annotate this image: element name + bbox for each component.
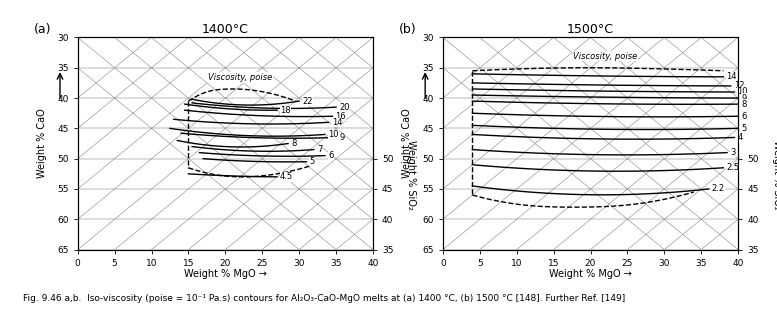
Text: 14: 14: [726, 72, 737, 81]
Text: Viscosity, poise: Viscosity, poise: [573, 52, 637, 61]
Text: 8: 8: [291, 139, 296, 148]
Text: Weight % CaO: Weight % CaO: [37, 109, 47, 178]
Text: 16: 16: [336, 112, 346, 121]
Text: 6: 6: [741, 112, 747, 121]
Text: 4: 4: [737, 133, 743, 142]
Text: 7: 7: [317, 145, 322, 154]
Text: Weight % CaO: Weight % CaO: [402, 109, 413, 178]
Text: 22: 22: [302, 97, 312, 105]
X-axis label: Weight % MgO →: Weight % MgO →: [549, 269, 632, 279]
Text: 10: 10: [737, 87, 748, 96]
Text: 5: 5: [309, 157, 315, 166]
Text: 2.2: 2.2: [712, 184, 725, 193]
Text: 18: 18: [280, 106, 291, 115]
Text: 5: 5: [741, 124, 747, 133]
Text: 20: 20: [339, 103, 350, 112]
X-axis label: Weight % MgO →: Weight % MgO →: [184, 269, 267, 279]
Title: 1400°C: 1400°C: [202, 23, 249, 36]
Text: (a): (a): [33, 23, 51, 36]
Text: Fig. 9.46 a,b.  Iso-viscosity (poise = 10⁻¹ Pa.s) contours for Al₂O₃-CaO-MgO mel: Fig. 9.46 a,b. Iso-viscosity (poise = 10…: [23, 294, 625, 303]
Text: (b): (b): [399, 23, 416, 36]
Text: Viscosity, poise: Viscosity, poise: [208, 73, 272, 82]
Text: Weight % SiO₂: Weight % SiO₂: [406, 140, 416, 210]
Title: 1500°C: 1500°C: [567, 23, 614, 36]
Text: 6: 6: [328, 151, 333, 160]
Text: 8: 8: [741, 100, 747, 109]
Text: 2.5: 2.5: [726, 163, 740, 172]
Text: 4.5: 4.5: [280, 172, 293, 181]
Text: 3: 3: [730, 148, 735, 157]
Text: 10: 10: [328, 130, 339, 139]
Text: 9: 9: [339, 133, 344, 142]
Text: Weight % SiO₂: Weight % SiO₂: [772, 140, 777, 210]
Text: 9: 9: [741, 94, 747, 103]
Text: 14: 14: [332, 118, 342, 127]
Text: 12: 12: [733, 81, 744, 90]
